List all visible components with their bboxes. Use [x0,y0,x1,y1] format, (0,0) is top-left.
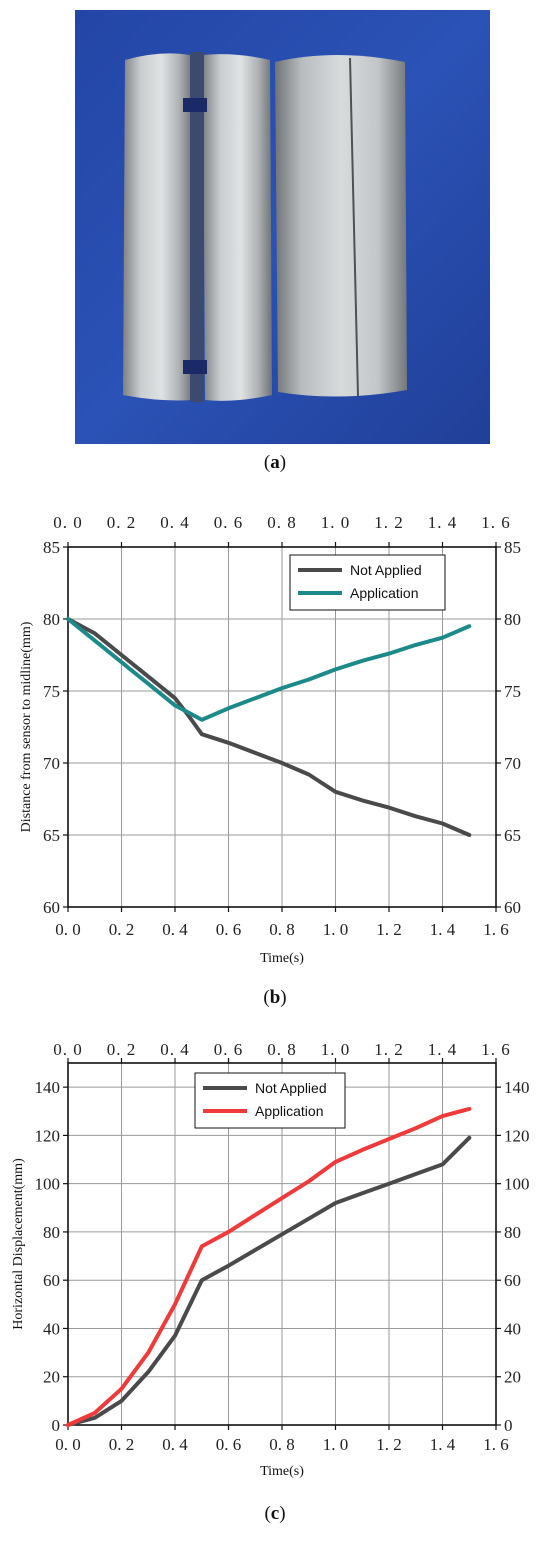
series-line-application [66,617,472,722]
x-tick-label-top: 0. 8 [267,1040,297,1059]
x-tick-label-top: 0. 0 [53,1040,83,1059]
x-tick-label-top: 1. 4 [428,1040,458,1059]
legend-label: Application [255,1103,324,1119]
y-tick-label-right: 85 [504,538,521,557]
x-tick-label-bottom: 0. 2 [109,920,135,939]
y-tick-label-left: 60 [43,898,60,917]
x-tick-label-top: 0. 8 [267,513,297,532]
x-tick-label-top: 1. 0 [321,1040,351,1059]
y-tick-label-left: 140 [35,1078,61,1097]
y-tick-label-left: 40 [43,1319,60,1338]
x-tick-label-top: 0. 4 [160,513,190,532]
x-tick-label-bottom: 0. 0 [55,920,81,939]
series-line-not-applied [66,617,472,837]
y-tick-label-left: 70 [43,754,60,773]
y-tick-label-right: 40 [504,1319,521,1338]
legend: Not Applied Application [289,554,446,611]
distance-chart: 0. 0 0. 0 0. 2 0. 2 0. 4 0. 4 0. 6 0. 6 0. 8 0. 8… [19,513,521,966]
y-tick-label-right: 0 [504,1416,513,1435]
y-tick-label-right: 75 [504,682,521,701]
x-tick-label-top: 1. 2 [374,1040,404,1059]
x-tick-label-top: 1. 6 [481,1040,511,1059]
x-tick-label-top: 0. 2 [107,1040,137,1059]
x-tick-label-top: 1. 0 [321,513,351,532]
y-tick-label-right: 20 [504,1368,521,1387]
x-tick-label-bottom: 0. 8 [269,920,295,939]
x-tick-label-top: 0. 4 [160,1040,190,1059]
y-tick-label-left: 0 [52,1416,61,1435]
photo-panel: (a) [0,0,550,490]
x-tick-label-bottom: 1. 0 [323,920,349,939]
legend-label: Application [350,585,419,601]
y-tick-label-right: 60 [504,898,521,917]
x-tick-label-top: 1. 6 [481,513,511,532]
legend-box [289,554,446,611]
displacement-chart: 0. 0 0. 0 0. 2 0. 2 0. 4 0. 4 0. 6 0. 6 0. 8 0. 8… [11,1040,530,1479]
x-tick-label-bottom: 0. 8 [269,1435,295,1454]
x-tick-label-top: 0. 2 [107,513,137,532]
x-tick-label-bottom: 0. 4 [162,1435,188,1454]
x-tick-label-bottom: 0. 0 [55,1435,81,1454]
x-tick-label-bottom: 0. 6 [216,920,242,939]
y-tick-label-left: 65 [43,826,60,845]
x-tick-label-top: 1. 4 [428,513,458,532]
y-tick-label-right: 80 [504,1223,521,1242]
x-axis-label: Time(s) [260,951,304,966]
y-tick-label-left: 85 [43,538,60,557]
y-tick-label-right: 65 [504,826,521,845]
specimen-photo [75,10,490,444]
left-cylinder [123,52,272,402]
series-line-application [66,1106,472,1427]
y-axis-label: Horizontal Displacement(mm) [11,1158,26,1330]
x-tick-label-bottom: 1. 2 [376,1435,402,1454]
y-axis-label: Distance from sensor to midline(mm) [19,621,34,832]
x-axis-label: Time(s) [260,1464,304,1479]
x-tick-label-top: 1. 2 [374,513,404,532]
x-tick-label-bottom: 0. 6 [216,1435,242,1454]
y-tick-label-right: 80 [504,610,521,629]
x-tick-label-top: 0. 0 [53,513,83,532]
y-tick-label-left: 120 [35,1126,61,1145]
y-tick-label-right: 70 [504,754,521,773]
y-tick-label-left: 100 [35,1175,61,1194]
series-line-not-applied [66,1135,472,1427]
y-tick-label-left: 60 [43,1271,60,1290]
y-tick-label-left: 75 [43,682,60,701]
x-tick-label-bottom: 1. 0 [323,1435,349,1454]
x-tick-label-bottom: 0. 4 [162,920,188,939]
y-tick-label-left: 80 [43,610,60,629]
x-tick-label-bottom: 1. 2 [376,920,402,939]
x-tick-label-top: 0. 6 [214,513,244,532]
x-tick-label-bottom: 1. 4 [430,1435,456,1454]
caption-a: (a) [263,452,287,473]
x-tick-label-bottom: 1. 6 [483,1435,509,1454]
x-tick-label-bottom: 0. 2 [109,1435,135,1454]
legend-label: Not Applied [350,562,422,578]
x-tick-label-top: 0. 6 [214,1040,244,1059]
y-tick-label-right: 60 [504,1271,521,1290]
x-tick-label-bottom: 1. 6 [483,920,509,939]
caption-c: (c) [264,1503,286,1524]
chart-panel-c: 0. 0 0. 0 0. 2 0. 2 0. 4 0. 4 0. 6 0. 6 0. 8 0. 8… [0,1025,550,1548]
legend-label: Not Applied [255,1080,327,1096]
y-tick-label-right: 100 [504,1175,530,1194]
legend-box [194,1072,346,1129]
right-cylinder [275,55,407,397]
y-tick-label-right: 120 [504,1126,530,1145]
caption-b: (b) [263,987,287,1008]
y-tick-label-left: 80 [43,1223,60,1242]
legend: Not Applied Application [194,1072,346,1129]
y-tick-label-right: 140 [504,1078,530,1097]
chart-panel-b: 0. 0 0. 0 0. 2 0. 2 0. 4 0. 4 0. 6 0. 6 0. 8 0. 8… [0,490,550,1025]
y-tick-label-left: 20 [43,1368,60,1387]
x-tick-label-bottom: 1. 4 [430,920,456,939]
